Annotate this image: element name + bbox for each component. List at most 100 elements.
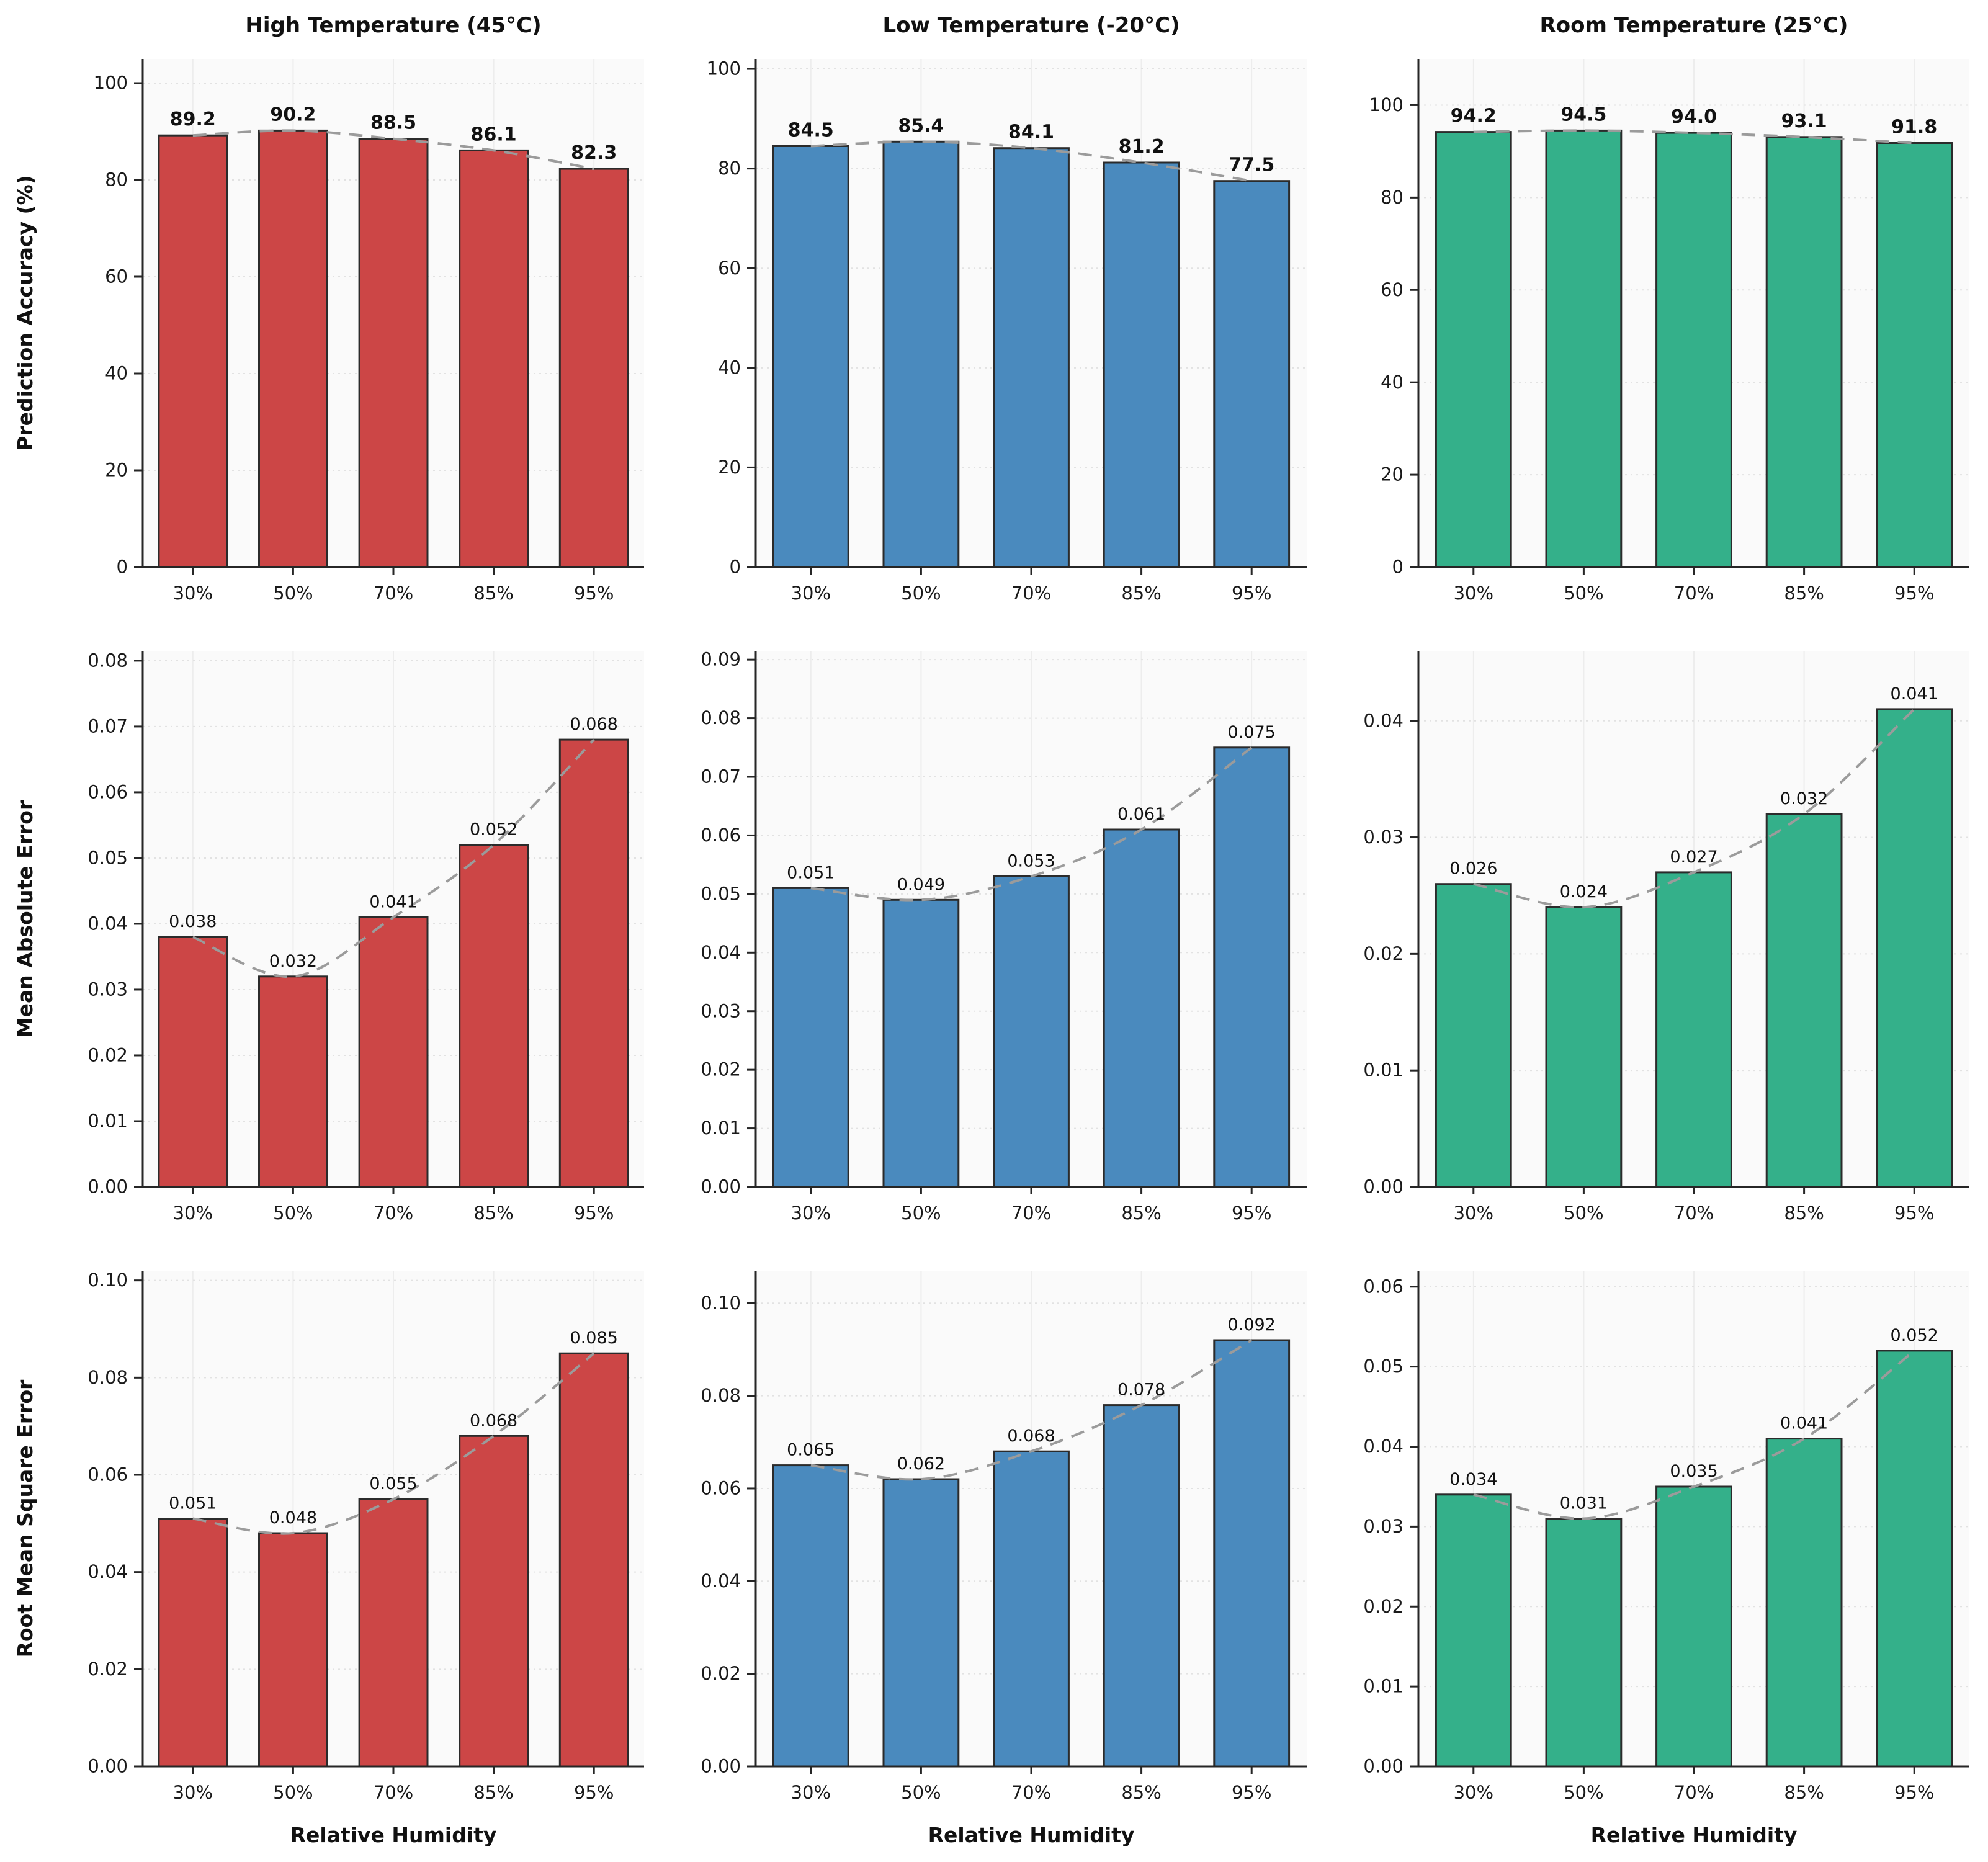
x-tick-label: 70% bbox=[1674, 1202, 1714, 1224]
x-tick-label: 50% bbox=[901, 1202, 941, 1224]
bar-85% bbox=[1103, 828, 1180, 1188]
bar-value-label: 91.8 bbox=[1891, 117, 1937, 138]
y-tick-label: 0.06 bbox=[87, 781, 128, 802]
trend-line bbox=[810, 1339, 1253, 1481]
x-tick-label: 50% bbox=[273, 1202, 313, 1224]
y-tick-label: 0.09 bbox=[701, 649, 741, 670]
bar-50% bbox=[882, 898, 960, 1188]
subplot-root-mean-square-error-room-temperature: 0.034 0.031 0.035 0.041 0.052 0.00 0.01 0.02 0.0… bbox=[1363, 1271, 1969, 1847]
subplot-cell: 0.026 0.024 0.027 0.032 0.041 0.00 0.01 0.02 0.0… bbox=[1325, 620, 1988, 1240]
chart-title: High Temperature (45°C) bbox=[245, 13, 541, 38]
bar-30% bbox=[1435, 883, 1512, 1188]
y-tick-label: 0.05 bbox=[1363, 1356, 1404, 1377]
y-tick-label: 40 bbox=[105, 363, 128, 384]
x-tick-label: 70% bbox=[1674, 583, 1714, 604]
y-tick-label: 0.06 bbox=[701, 825, 741, 846]
bar-70% bbox=[358, 138, 429, 568]
y-tick-label: 0.08 bbox=[701, 1385, 741, 1406]
bar-value-label: 93.1 bbox=[1781, 110, 1827, 132]
x-tick-label: 70% bbox=[1674, 1782, 1714, 1803]
subplot-cell: 0.051 0.049 0.053 0.061 0.075 0.00 0.01 0.02 0.0… bbox=[663, 620, 1325, 1240]
bar-value-label: 0.027 bbox=[1670, 848, 1717, 867]
y-tick-label: 0.08 bbox=[87, 1367, 128, 1388]
bar-value-label: 0.062 bbox=[897, 1454, 945, 1474]
y-tick-label: 0.04 bbox=[701, 942, 741, 963]
subplot-prediction-accuracy-room-temperature: 94.2 94.5 94.0 93.1 91.8 0 20 40 60 80 100 30% 50% 70… bbox=[1369, 13, 1969, 604]
bar-value-label: 0.024 bbox=[1560, 882, 1608, 902]
bar-value-label: 0.051 bbox=[169, 1494, 217, 1513]
bar-value-label: 0.068 bbox=[470, 1411, 517, 1430]
x-tick-label: 70% bbox=[374, 1782, 413, 1803]
bar-30% bbox=[1435, 1493, 1512, 1768]
bar-value-label: 0.038 bbox=[169, 912, 217, 931]
y-tick-label: 80 bbox=[718, 158, 741, 179]
bar-value-label: 0.085 bbox=[570, 1328, 618, 1348]
x-tick-label: 95% bbox=[1894, 1202, 1934, 1224]
bar-value-label: 94.0 bbox=[1671, 106, 1717, 128]
y-tick-label: 0.05 bbox=[701, 883, 741, 904]
bar-95% bbox=[1213, 180, 1291, 568]
y-tick-label: 80 bbox=[105, 169, 128, 190]
bar-85% bbox=[1103, 161, 1180, 568]
y-tick-label: 0.10 bbox=[701, 1292, 741, 1314]
subplot-cell: 0.034 0.031 0.035 0.041 0.052 0.00 0.01 0.02 0.0… bbox=[1325, 1240, 1988, 1860]
bar-value-label: 0.068 bbox=[570, 715, 618, 734]
bar-value-label: 0.055 bbox=[369, 1474, 417, 1493]
x-tick-label: 85% bbox=[473, 583, 513, 604]
trend-line bbox=[1473, 1350, 1915, 1520]
y-tick-label: 0.04 bbox=[1363, 710, 1404, 731]
y-tick-label: 80 bbox=[1381, 187, 1404, 208]
y-tick-label: 0.00 bbox=[1363, 1756, 1404, 1777]
y-tick-label: 60 bbox=[718, 257, 741, 279]
bar-value-label: 0.035 bbox=[1670, 1462, 1717, 1481]
bar-value-label: 0.065 bbox=[787, 1441, 835, 1460]
y-tick-label: 0.01 bbox=[1363, 1676, 1404, 1697]
y-tick-label: 0.06 bbox=[87, 1464, 128, 1485]
y-tick-label: 20 bbox=[718, 457, 741, 478]
trend-line bbox=[192, 1352, 595, 1535]
bar-value-label: 94.2 bbox=[1451, 105, 1497, 127]
y-tick-label: 0.03 bbox=[1363, 1516, 1404, 1537]
bar-85% bbox=[459, 1435, 529, 1768]
y-tick-label: 0.03 bbox=[1363, 826, 1404, 848]
y-tick-label: 0.08 bbox=[701, 707, 741, 728]
y-tick-label: 0.03 bbox=[701, 1000, 741, 1021]
bar-value-label: 82.3 bbox=[571, 142, 617, 164]
bar-85% bbox=[459, 844, 529, 1188]
y-tick-label: 20 bbox=[1381, 464, 1404, 485]
x-tick-label: 70% bbox=[1011, 1202, 1051, 1224]
subplot-mean-absolute-error-low-temperature: 0.051 0.049 0.053 0.061 0.075 0.00 0.01 0.02 0.0… bbox=[701, 649, 1307, 1224]
x-tick-label: 50% bbox=[1564, 1782, 1603, 1803]
y-tick-label: 0.01 bbox=[1363, 1060, 1404, 1081]
subplot-cell: 84.5 85.4 84.1 81.2 77.5 0 20 40 60 80 100 30% 50% 70… bbox=[663, 0, 1325, 620]
bar-85% bbox=[1103, 1404, 1180, 1768]
x-tick-label: 85% bbox=[1784, 1782, 1824, 1803]
chart-title: Room Temperature (25°C) bbox=[1540, 13, 1848, 38]
y-tick-label: 0.00 bbox=[1363, 1176, 1404, 1197]
x-tick-label: 50% bbox=[273, 1782, 313, 1803]
bar-value-label: 77.5 bbox=[1229, 154, 1274, 176]
bar-30% bbox=[772, 145, 849, 568]
y-tick-label: 0 bbox=[1392, 557, 1404, 578]
bar-85% bbox=[1765, 136, 1843, 568]
x-tick-label: 85% bbox=[1121, 583, 1161, 604]
x-tick-label: 30% bbox=[1454, 1202, 1493, 1224]
y-tick-label: 0.07 bbox=[701, 766, 741, 787]
y-tick-label: 0.02 bbox=[87, 1658, 128, 1680]
x-tick-label: 95% bbox=[1232, 1202, 1271, 1224]
bar-30% bbox=[772, 1464, 849, 1768]
x-tick-label: 30% bbox=[791, 583, 831, 604]
x-tick-label: 95% bbox=[574, 1202, 614, 1224]
bar-95% bbox=[1876, 1350, 1953, 1768]
bar-70% bbox=[1655, 871, 1732, 1188]
y-axis-label: Prediction Accuracy (%) bbox=[13, 175, 37, 451]
x-tick-label: 30% bbox=[173, 583, 213, 604]
x-tick-label: 50% bbox=[273, 583, 313, 604]
y-tick-label: 20 bbox=[105, 460, 128, 481]
trend-line bbox=[1473, 708, 1915, 909]
y-axis-label: Root Mean Square Error bbox=[13, 1379, 37, 1658]
bar-50% bbox=[1545, 129, 1623, 568]
bar-value-label: 0.052 bbox=[1891, 1326, 1938, 1345]
bar-value-label: 0.034 bbox=[1449, 1470, 1497, 1489]
